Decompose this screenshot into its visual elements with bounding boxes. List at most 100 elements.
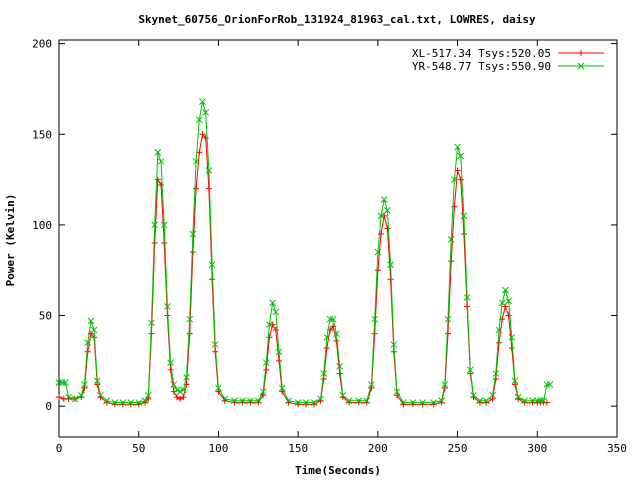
- chart-title: Skynet_60756_OrionForRob_131924_81963_ca…: [138, 13, 536, 26]
- data-point: [320, 370, 328, 377]
- data-point: [266, 334, 273, 341]
- series-line: [58, 133, 547, 405]
- data-point: [505, 297, 512, 305]
- data-point: [262, 359, 270, 367]
- data-point: [87, 317, 95, 325]
- data-point: [310, 399, 318, 406]
- data-point: [445, 330, 452, 337]
- data-point: [374, 267, 381, 274]
- axis-ticks: 0 50 100 150 200 250 300 350 0 50 100 150 200: [32, 38, 627, 455]
- data-point: [294, 399, 302, 406]
- data-point: [336, 370, 343, 377]
- data-point: [199, 98, 206, 105]
- data-point: [62, 379, 69, 386]
- data-point: [202, 109, 210, 116]
- data-point: [511, 377, 519, 385]
- data-point: [460, 230, 467, 237]
- data-point: [167, 366, 174, 373]
- data-point: [81, 381, 88, 388]
- data-point: [144, 391, 152, 399]
- data-point: [205, 167, 213, 174]
- data-point: [189, 249, 196, 256]
- data-point: [543, 399, 550, 406]
- data-point: [505, 312, 512, 319]
- data-point: [368, 381, 375, 388]
- data-point: [170, 381, 178, 388]
- data-point: [540, 397, 548, 405]
- data-point: [400, 399, 407, 406]
- data-point: [448, 258, 455, 265]
- data-point: [323, 333, 331, 341]
- data-point: [384, 225, 391, 232]
- data-point: [371, 315, 379, 323]
- data-point: [221, 395, 229, 403]
- data-point: [177, 395, 184, 402]
- data-point: [457, 176, 464, 183]
- data-point: [336, 362, 343, 370]
- data-point: [160, 221, 168, 229]
- data-point: [259, 388, 267, 396]
- data-point: [447, 236, 455, 243]
- data-point: [97, 391, 104, 399]
- data-point: [438, 397, 445, 405]
- data-point: [502, 303, 509, 310]
- data-point: [93, 377, 101, 385]
- legend-label: YR-548.77 Tsys:550.90: [412, 60, 551, 73]
- data-point: [161, 240, 168, 247]
- data-point: [495, 326, 503, 334]
- data-point: [476, 397, 484, 405]
- data-point: [157, 158, 165, 165]
- data-point: [263, 366, 270, 373]
- series-layer: [55, 98, 554, 408]
- data-point: [189, 230, 197, 238]
- data-point: [302, 399, 310, 406]
- data-point: [208, 261, 216, 269]
- data-point: [381, 212, 388, 219]
- data-point: [119, 399, 127, 406]
- data-point: [333, 337, 340, 344]
- data-point: [127, 399, 135, 406]
- data-point: [460, 212, 468, 220]
- data-point: [496, 339, 503, 346]
- data-point: [326, 315, 334, 323]
- series-1: [56, 131, 550, 408]
- data-point: [508, 345, 515, 352]
- data-point: [205, 185, 212, 192]
- data-point: [329, 315, 337, 323]
- y-tick-label: 200: [32, 38, 52, 51]
- data-point: [444, 315, 452, 323]
- data-point: [390, 341, 398, 348]
- data-point: [355, 397, 363, 405]
- y-tick-label: 150: [32, 128, 52, 141]
- data-point: [363, 397, 371, 405]
- data-point: [246, 397, 254, 405]
- data-point: [441, 381, 449, 388]
- data-point: [339, 391, 347, 399]
- data-point: [167, 359, 174, 367]
- data-point: [58, 379, 66, 386]
- data-point: [451, 176, 458, 183]
- data-point: [199, 131, 206, 138]
- data-point: [546, 381, 554, 388]
- data-point: [272, 308, 280, 316]
- data-point: [238, 397, 246, 405]
- data-point: [154, 149, 162, 156]
- data-point: [498, 299, 506, 307]
- data-point: [489, 391, 496, 399]
- data-point: [371, 330, 378, 337]
- data-point: [209, 276, 216, 283]
- data-point: [71, 395, 79, 403]
- data-point: [269, 299, 276, 307]
- y-axis-label: Power (Kelvin): [4, 194, 17, 287]
- data-point: [135, 399, 143, 406]
- data-point: [186, 330, 193, 337]
- data-point: [158, 182, 165, 189]
- data-point: [380, 196, 388, 203]
- data-point: [173, 394, 180, 401]
- data-point: [285, 397, 292, 405]
- data-point: [211, 341, 219, 348]
- data-point: [514, 393, 522, 401]
- data-point: [278, 384, 286, 392]
